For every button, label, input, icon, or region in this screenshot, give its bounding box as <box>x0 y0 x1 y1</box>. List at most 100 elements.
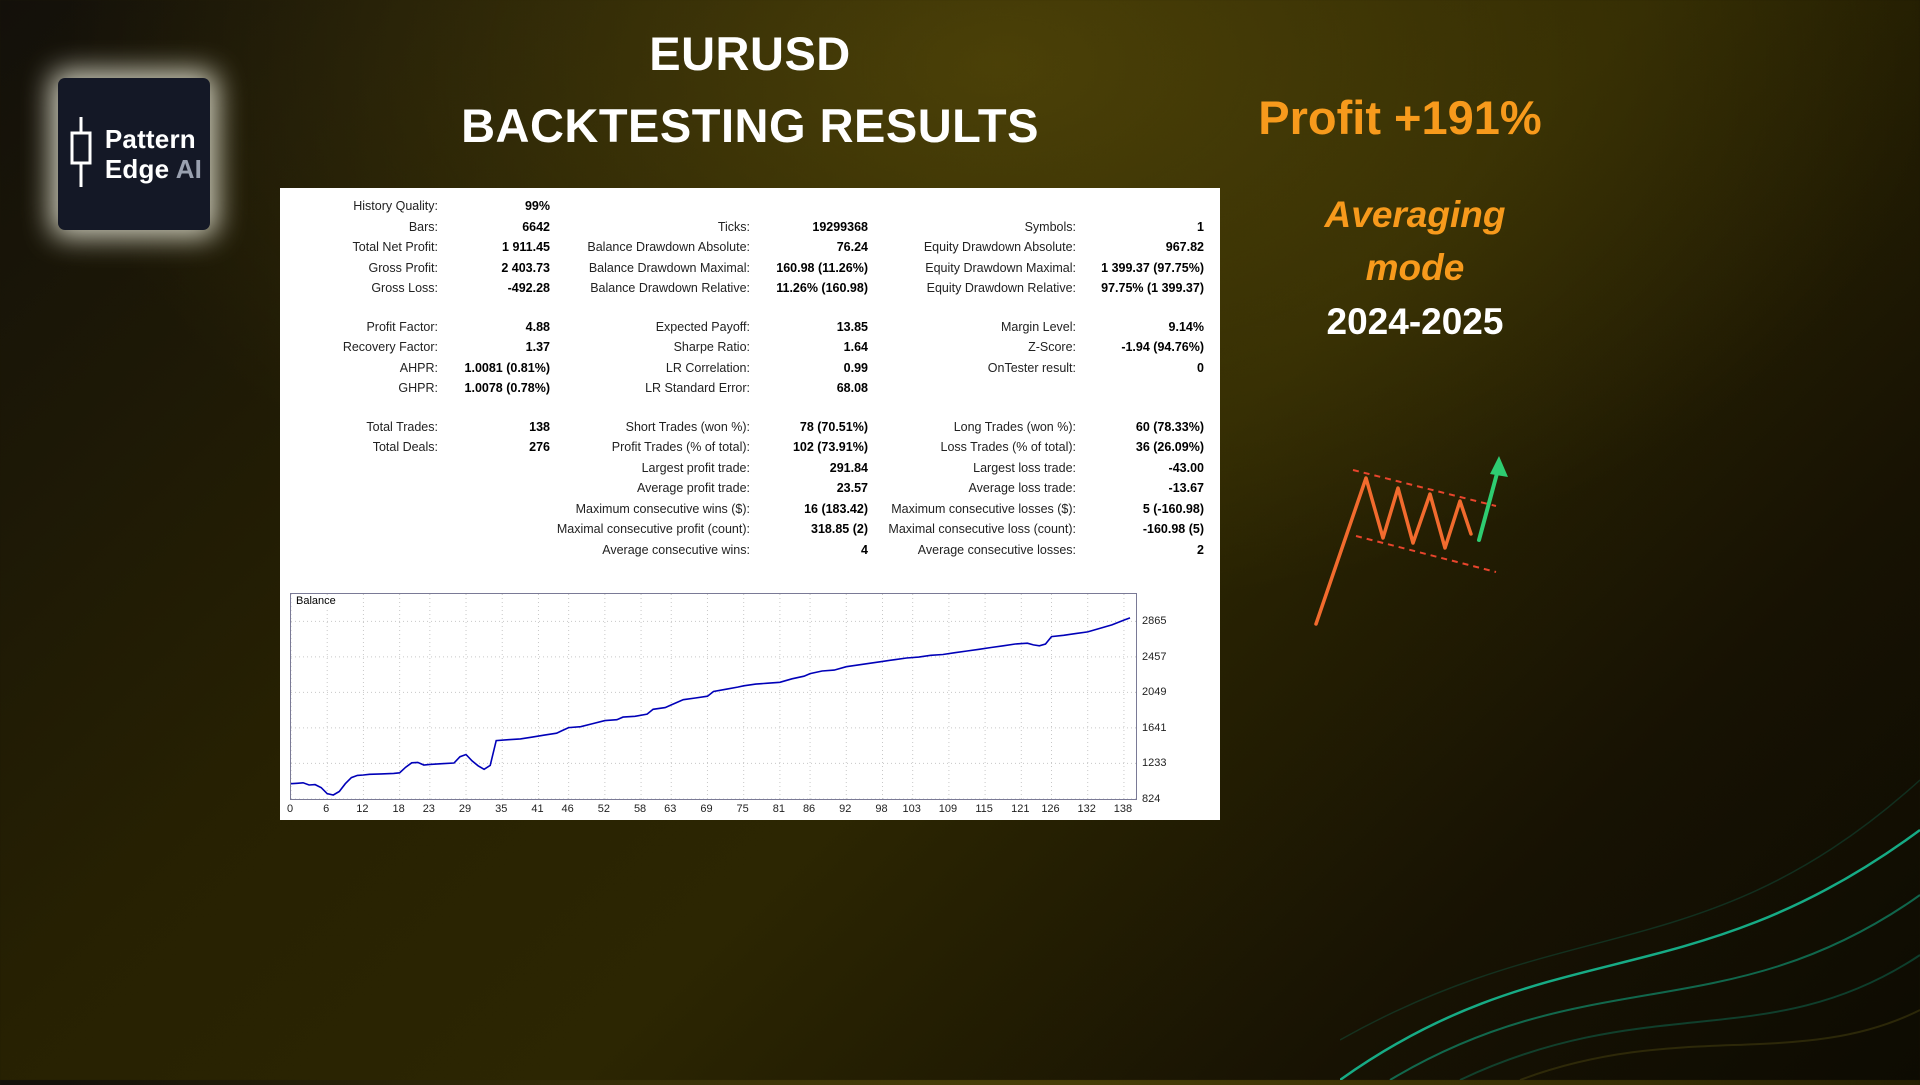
x-axis-tick-label: 23 <box>422 803 435 815</box>
stat-value: 1.37 <box>525 340 550 354</box>
stat-value: -1.94 (94.76%) <box>1121 340 1204 354</box>
stat-label: Profit Factor: <box>366 319 438 334</box>
stat-value: 318.85 (2) <box>811 522 868 536</box>
x-axis-tick-label: 121 <box>1011 803 1030 815</box>
stat-value: 9.14% <box>1168 319 1204 334</box>
stat-value: -492.28 <box>507 281 550 295</box>
x-axis-tick-label: 0 <box>286 803 294 815</box>
stat-value: 36 (26.09%) <box>1135 440 1204 454</box>
stat-label: GHPR: <box>398 381 438 395</box>
stat-label: Equity Drawdown Absolute: <box>923 240 1076 254</box>
mode-block: Averaging mode 2024-2025 <box>1255 188 1575 350</box>
stat-value: 160.98 (11.26%) <box>776 260 868 275</box>
x-axis-tick-label: 98 <box>875 803 888 815</box>
brand-suffix: AI <box>175 154 203 184</box>
stat-value: 1.0078 (0.78%) <box>464 381 550 395</box>
stat-value: 276 <box>529 440 550 454</box>
stat-label: Equity Drawdown Relative: <box>926 281 1076 295</box>
x-axis-tick-label: 138 <box>1113 803 1133 815</box>
stat-label <box>290 540 438 561</box>
x-axis-tick-label: 35 <box>495 803 508 815</box>
stat-value <box>750 196 868 217</box>
x-axis-tick-label: 52 <box>597 803 610 815</box>
stat-value: 13.85 <box>836 319 868 334</box>
stat-value <box>438 478 550 499</box>
stat-label: Ticks: <box>717 219 750 234</box>
stat-label: Maximum consecutive losses ($): <box>891 501 1076 516</box>
stat-value: 102 (73.91%) <box>792 440 868 454</box>
stat-value: 4 <box>861 542 868 557</box>
page-title: EURUSD BACKTESTING RESULTS <box>280 18 1220 162</box>
x-axis-tick-label: 58 <box>633 803 647 815</box>
stat-value: 2 <box>1197 542 1204 557</box>
trend-zigzag-graphic <box>1298 438 1528 643</box>
stat-value <box>438 519 550 540</box>
x-axis-tick-label: 29 <box>458 803 472 815</box>
x-axis-tick-label: 81 <box>772 803 786 815</box>
balance-chart-plot <box>290 593 1137 800</box>
stat-label <box>868 196 1076 217</box>
y-axis-tick-label: 2457 <box>1142 650 1167 663</box>
stat-value: 60 (78.33%) <box>1135 419 1204 434</box>
stat-value: -43.00 <box>1168 460 1204 475</box>
stat-label: Largest loss trade: <box>973 460 1076 475</box>
stat-value: 0 <box>1197 360 1204 375</box>
mode-line2: mode <box>1365 247 1465 288</box>
candlestick-icon <box>66 115 96 194</box>
stat-label: Average consecutive losses: <box>917 542 1076 557</box>
stat-value: 68.08 <box>836 381 868 395</box>
x-axis-tick-label: 115 <box>975 803 993 815</box>
y-axis-tick-label: 1233 <box>1142 757 1167 770</box>
x-axis-tick-label: 103 <box>902 803 921 815</box>
page-title-line2: BACKTESTING RESULTS <box>461 99 1039 152</box>
stat-value: 1 <box>1197 219 1204 234</box>
stat-label: Symbols: <box>1024 219 1076 234</box>
stat-value: 76.24 <box>836 240 868 254</box>
stat-label: LR Standard Error: <box>645 381 750 395</box>
stat-value: 4.88 <box>525 319 550 334</box>
stat-label: Sharpe Ratio: <box>673 340 750 354</box>
stat-label: Balance Drawdown Absolute: <box>587 240 750 254</box>
x-axis-tick-label: 86 <box>802 803 816 815</box>
stat-label: Total Net Profit: <box>352 240 438 254</box>
stat-value: 1.0081 (0.81%) <box>464 360 550 375</box>
stat-value: 291.84 <box>829 460 868 475</box>
x-axis-tick-label: 6 <box>323 803 330 815</box>
y-axis-tick-label: 2865 <box>1142 615 1167 628</box>
report-spacer-row <box>290 399 1204 417</box>
report-table: History Quality: 99% Bars: 6642 Ticks: 192993… <box>280 188 1220 560</box>
stat-label: OnTester result: <box>987 360 1076 375</box>
years-label: 2024-2025 <box>1326 301 1504 342</box>
stat-value <box>1076 378 1204 399</box>
profit-headline: Profit +191% <box>1258 91 1542 144</box>
stat-label: Profit Trades (% of total): <box>611 440 750 454</box>
stat-label <box>550 196 750 217</box>
stat-label <box>868 378 1076 399</box>
stat-value: 2 403.73 <box>501 260 550 275</box>
stat-value <box>438 499 550 520</box>
brand-logo: Pattern Edge AI <box>58 78 210 230</box>
x-axis-tick-label: 46 <box>561 803 574 815</box>
balance-chart: Balance 824 1233 1641 2049 2457 2865 0 6 12 18 23… <box>287 593 1210 815</box>
y-axis-tick-label: 2049 <box>1142 686 1167 699</box>
stat-value: 23.57 <box>836 481 868 495</box>
stat-value: 99% <box>524 199 550 213</box>
brand-name: Pattern Edge AI <box>105 124 202 184</box>
stat-value: 5 (-160.98) <box>1142 501 1204 516</box>
stat-value: -13.67 <box>1168 481 1204 495</box>
x-axis-tick-label: 18 <box>392 803 405 815</box>
brand-line2: Edge <box>104 154 176 184</box>
stat-label: Margin Level: <box>1000 319 1076 334</box>
stat-label <box>290 478 438 499</box>
x-axis-tick-label: 92 <box>839 803 852 815</box>
stat-value: 138 <box>529 419 550 434</box>
x-axis-tick-label: 41 <box>531 803 544 815</box>
stat-label: Bars: <box>408 219 438 234</box>
stat-value: 16 (183.42) <box>804 501 868 516</box>
stat-label: Maximal consecutive loss (count): <box>888 522 1076 536</box>
stat-label: Total Trades: <box>366 419 438 434</box>
x-axis-tick-label: 69 <box>700 803 713 815</box>
stat-value: -160.98 (5) <box>1142 522 1204 536</box>
stat-label: Maximal consecutive profit (count): <box>556 522 750 536</box>
